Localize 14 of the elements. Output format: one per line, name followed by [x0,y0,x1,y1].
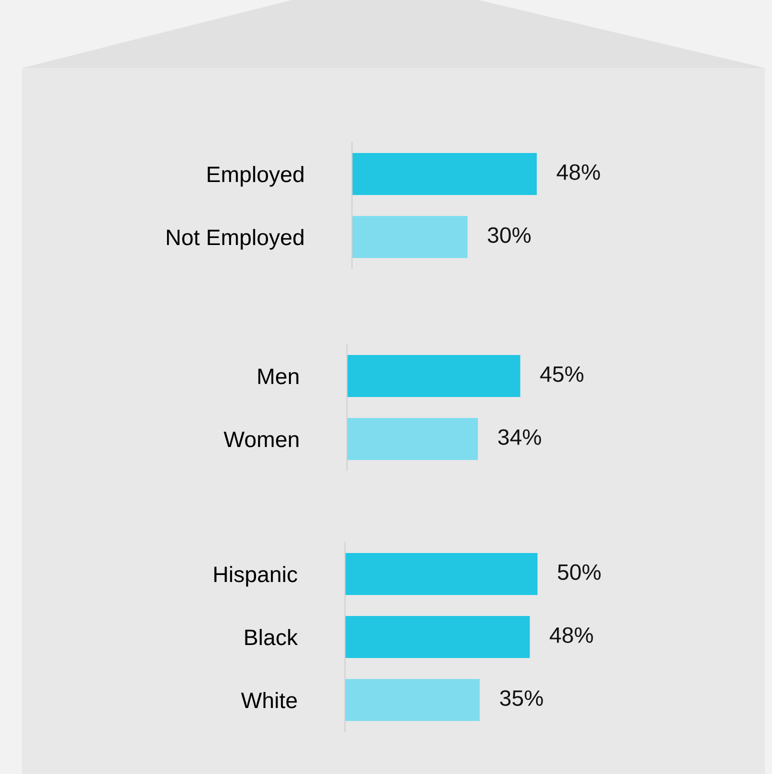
data-label: 30% [488,227,531,243]
data-label: 48% [550,627,593,643]
data-label: 48% [556,164,600,180]
y-tick-label: Women [224,432,298,448]
y-tick-label: White [241,692,297,708]
y-tick-label: Hispanic [214,566,298,587]
y-tick-label: Employed [208,166,304,187]
data-label: 50% [558,564,601,580]
y-tick-label: Men [258,368,298,384]
y-tick-label: Black [245,628,298,646]
y-tick-label: Not Employed [167,228,304,250]
data-label: 45% [540,366,584,382]
data-label: 35% [500,690,543,706]
data-label: 34% [498,429,542,445]
